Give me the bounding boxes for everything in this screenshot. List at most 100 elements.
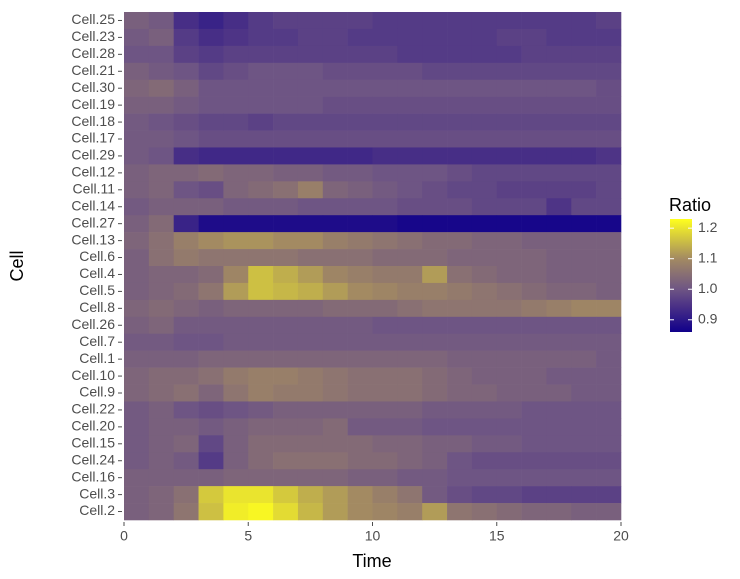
heat-cell bbox=[372, 282, 398, 301]
heat-cell bbox=[372, 384, 398, 402]
heat-cell bbox=[496, 418, 522, 436]
heat-cell bbox=[496, 452, 522, 470]
heat-cell bbox=[397, 130, 423, 148]
heat-cell bbox=[372, 232, 398, 250]
heat-cell bbox=[397, 299, 423, 318]
heat-cell bbox=[223, 147, 249, 165]
heat-cell bbox=[347, 198, 373, 216]
heat-cell bbox=[546, 28, 572, 47]
heat-cell bbox=[447, 12, 473, 30]
heat-cell bbox=[546, 435, 572, 453]
heat-cell bbox=[322, 12, 348, 30]
heat-cell bbox=[173, 486, 199, 504]
heat-cell bbox=[496, 249, 522, 267]
heat-cell bbox=[273, 350, 299, 368]
heat-cell bbox=[347, 79, 373, 97]
heat-cell bbox=[273, 418, 299, 436]
y-tick-label: Cell.8 bbox=[79, 299, 115, 315]
heat-cell bbox=[297, 45, 324, 64]
heat-cell bbox=[347, 45, 373, 64]
heat-cell bbox=[148, 147, 174, 165]
heat-cell bbox=[496, 282, 522, 301]
heat-cell bbox=[223, 469, 249, 487]
heat-cell bbox=[198, 62, 224, 81]
heat-cell bbox=[447, 435, 473, 453]
heat-cell bbox=[322, 469, 348, 487]
heat-cell bbox=[546, 45, 572, 64]
heat-cell bbox=[223, 401, 249, 419]
y-tick-label: Cell.9 bbox=[79, 384, 115, 400]
heat-cell bbox=[496, 113, 522, 131]
heat-cell bbox=[596, 147, 622, 165]
heat-cell bbox=[297, 147, 324, 165]
heat-cell bbox=[397, 62, 423, 81]
y-tick-label: Cell.16 bbox=[71, 468, 115, 484]
heat-cell bbox=[148, 164, 174, 182]
heat-cell bbox=[397, 418, 423, 436]
heat-cell bbox=[322, 367, 348, 385]
heat-cell bbox=[248, 452, 274, 470]
heat-cell bbox=[347, 282, 373, 301]
heat-cell bbox=[596, 435, 622, 453]
heat-cell bbox=[521, 113, 547, 131]
heat-cell bbox=[471, 12, 498, 30]
heat-cell bbox=[248, 333, 274, 351]
heat-cell bbox=[273, 198, 299, 216]
y-tick-label: Cell.26 bbox=[71, 316, 115, 332]
y-axis-title: Cell bbox=[7, 250, 27, 281]
heat-cell bbox=[297, 181, 324, 199]
heat-cell bbox=[372, 28, 398, 47]
heat-cell bbox=[546, 333, 572, 351]
heat-cell bbox=[297, 333, 324, 351]
heat-cell bbox=[322, 299, 348, 318]
heat-cell bbox=[471, 503, 498, 521]
heat-cell bbox=[372, 79, 398, 97]
heat-cell bbox=[322, 181, 348, 199]
heat-cell bbox=[198, 28, 224, 47]
heat-cell bbox=[471, 181, 498, 199]
colorbar-tick-label: 1.1 bbox=[698, 249, 718, 265]
heat-cell bbox=[198, 198, 224, 216]
heat-cell bbox=[148, 367, 174, 385]
heat-cell bbox=[447, 113, 473, 131]
heat-cell bbox=[297, 350, 324, 368]
heat-cell bbox=[496, 215, 522, 233]
heat-cell bbox=[521, 452, 547, 470]
heat-cell bbox=[124, 232, 150, 250]
heat-cell bbox=[297, 316, 324, 335]
heat-cell bbox=[173, 418, 199, 436]
heat-cell bbox=[198, 232, 224, 250]
heat-cell bbox=[322, 350, 348, 368]
heat-cell bbox=[447, 45, 473, 64]
heat-cell bbox=[471, 113, 498, 131]
heat-cell bbox=[596, 12, 622, 30]
heat-cell bbox=[496, 198, 522, 216]
heat-cell bbox=[273, 333, 299, 351]
heat-cell bbox=[297, 215, 324, 233]
heat-cell bbox=[447, 28, 473, 47]
heat-cell bbox=[372, 147, 398, 165]
heat-cell bbox=[422, 249, 448, 267]
heat-cell bbox=[571, 350, 597, 368]
heat-cell bbox=[571, 486, 597, 504]
heat-cell bbox=[347, 232, 373, 250]
heat-cell bbox=[521, 469, 547, 487]
heat-cell bbox=[248, 96, 274, 114]
heat-cell bbox=[248, 367, 274, 385]
heat-cell bbox=[173, 452, 199, 470]
heat-cell bbox=[148, 333, 174, 351]
heat-cell bbox=[471, 79, 498, 97]
heat-cell bbox=[372, 316, 398, 335]
heat-cell bbox=[397, 79, 423, 97]
heat-cell bbox=[546, 418, 572, 436]
heat-cell bbox=[248, 435, 274, 453]
heat-cell bbox=[496, 62, 522, 81]
heat-cell bbox=[248, 164, 274, 182]
heat-cell bbox=[496, 486, 522, 504]
heat-cell bbox=[124, 350, 150, 368]
heat-cell bbox=[422, 266, 448, 284]
heat-cell bbox=[447, 79, 473, 97]
heat-cell bbox=[322, 147, 348, 165]
heat-cell bbox=[347, 164, 373, 182]
heat-cell bbox=[124, 299, 150, 318]
